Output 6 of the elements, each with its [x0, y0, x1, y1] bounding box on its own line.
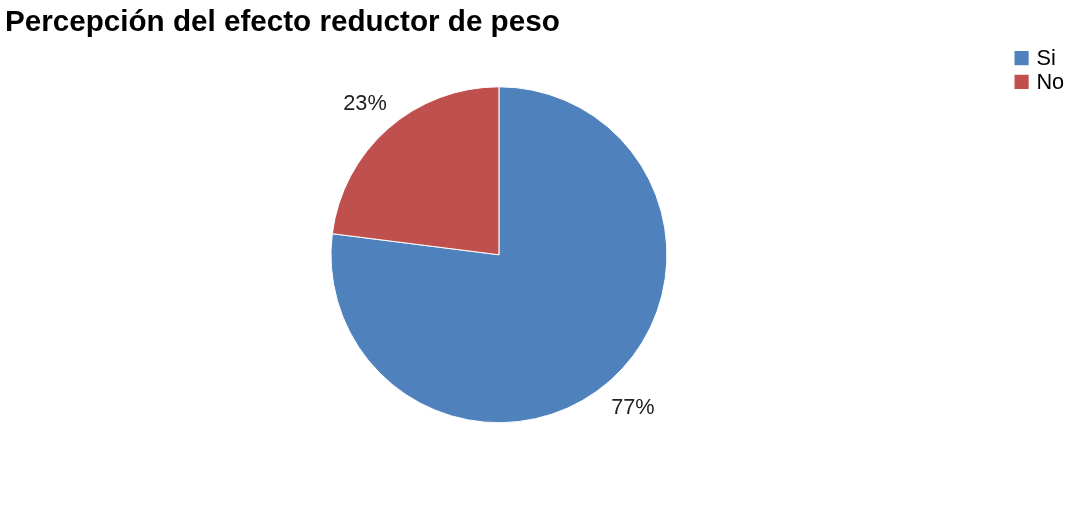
legend-label: No [1036, 68, 1065, 94]
data-label: 77% [611, 393, 655, 419]
data-label: 23% [343, 89, 387, 115]
pie-slice [330, 86, 668, 424]
chart-title: Percepción del efecto reductor de peso [4, 4, 560, 38]
legend-label: Si [1036, 45, 1056, 71]
